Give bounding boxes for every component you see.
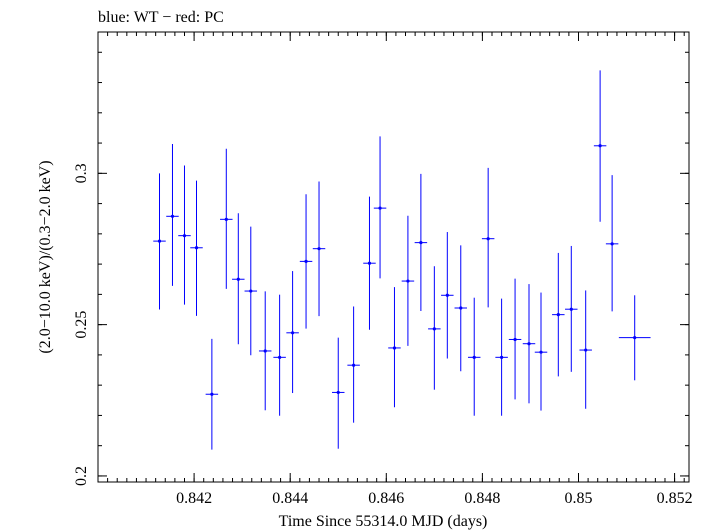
data-point bbox=[552, 252, 565, 377]
x-tick-label: 0.844 bbox=[272, 490, 308, 507]
data-marker bbox=[527, 342, 531, 346]
data-point bbox=[522, 284, 536, 404]
data-point bbox=[347, 306, 360, 423]
data-point bbox=[232, 213, 245, 345]
data-marker bbox=[304, 259, 308, 263]
data-point bbox=[508, 278, 522, 400]
data-point bbox=[481, 167, 495, 308]
y-tick-label: 0.3 bbox=[73, 163, 90, 183]
axis-ticks bbox=[97, 32, 689, 482]
data-marker bbox=[500, 355, 504, 359]
data-marker bbox=[539, 350, 543, 354]
data-marker bbox=[194, 246, 199, 250]
data-marker bbox=[432, 327, 436, 331]
data-point bbox=[166, 143, 179, 286]
data-marker bbox=[236, 277, 240, 281]
data-marker bbox=[182, 234, 187, 238]
data-point bbox=[618, 295, 651, 381]
y-tick-label: 0.2 bbox=[73, 466, 90, 486]
data-marker bbox=[210, 392, 214, 396]
data-marker bbox=[170, 214, 175, 218]
data-marker bbox=[378, 206, 382, 210]
data-point bbox=[178, 165, 191, 305]
x-tick-label: 0.842 bbox=[176, 490, 212, 507]
data-point bbox=[220, 148, 233, 289]
data-marker bbox=[633, 336, 637, 340]
axis-tick-labels: 0.842 0.844 0.846 0.848 0.85 0.852 0.2 0.25 0.3 bbox=[73, 163, 693, 507]
data-marker bbox=[459, 306, 463, 310]
data-point bbox=[388, 287, 401, 408]
data-marker bbox=[263, 349, 267, 353]
data-point bbox=[401, 215, 415, 346]
data-marker bbox=[157, 239, 162, 243]
data-point bbox=[244, 226, 258, 356]
data-marker bbox=[598, 144, 602, 148]
data-point bbox=[467, 297, 481, 416]
data-point bbox=[605, 175, 619, 312]
data-point bbox=[153, 173, 166, 310]
data-marker bbox=[224, 217, 228, 221]
data-point bbox=[190, 180, 203, 316]
data-marker bbox=[290, 331, 295, 335]
data-marker bbox=[486, 237, 490, 241]
data-point bbox=[441, 232, 454, 359]
data-marker bbox=[445, 293, 449, 297]
data-point bbox=[534, 292, 548, 411]
data-point bbox=[565, 245, 578, 372]
data-point bbox=[363, 196, 376, 330]
data-point bbox=[579, 290, 592, 409]
data-point bbox=[373, 136, 387, 279]
plot-frame bbox=[97, 31, 690, 483]
y-axis-label: (2.0−10.0 keV)/(0.3−2.0 keV) bbox=[37, 160, 54, 353]
data-point bbox=[593, 70, 607, 222]
data-marker bbox=[336, 390, 340, 395]
data-marker bbox=[584, 348, 588, 352]
data-marker bbox=[317, 247, 321, 251]
data-marker bbox=[472, 355, 476, 359]
x-tick-label: 0.852 bbox=[657, 490, 693, 507]
data-marker bbox=[610, 242, 614, 246]
data-point bbox=[414, 173, 428, 312]
data-series-wt bbox=[153, 70, 651, 450]
data-marker bbox=[249, 289, 253, 293]
x-tick-label: 0.848 bbox=[464, 490, 500, 507]
data-point bbox=[205, 338, 219, 450]
data-marker bbox=[278, 355, 282, 359]
data-marker bbox=[419, 241, 423, 245]
data-marker bbox=[392, 346, 397, 350]
data-point bbox=[299, 194, 313, 329]
x-tick-label: 0.85 bbox=[564, 490, 592, 507]
data-point bbox=[312, 181, 326, 317]
data-marker bbox=[569, 307, 573, 311]
data-point bbox=[495, 298, 508, 416]
x-axis-label: Time Since 55314.0 MJD (days) bbox=[279, 513, 488, 530]
chart-title: blue: WT − red: PC bbox=[98, 9, 224, 26]
data-point bbox=[428, 266, 441, 390]
data-marker bbox=[556, 313, 560, 317]
data-marker bbox=[513, 337, 517, 342]
y-tick-label: 0.25 bbox=[73, 311, 90, 339]
data-marker bbox=[352, 363, 356, 367]
data-point bbox=[273, 294, 286, 416]
data-point bbox=[454, 245, 468, 372]
data-point bbox=[331, 337, 345, 449]
x-tick-label: 0.846 bbox=[368, 490, 404, 507]
data-marker bbox=[367, 261, 372, 265]
data-marker bbox=[406, 279, 410, 283]
data-point bbox=[286, 271, 299, 394]
data-point bbox=[258, 291, 272, 411]
